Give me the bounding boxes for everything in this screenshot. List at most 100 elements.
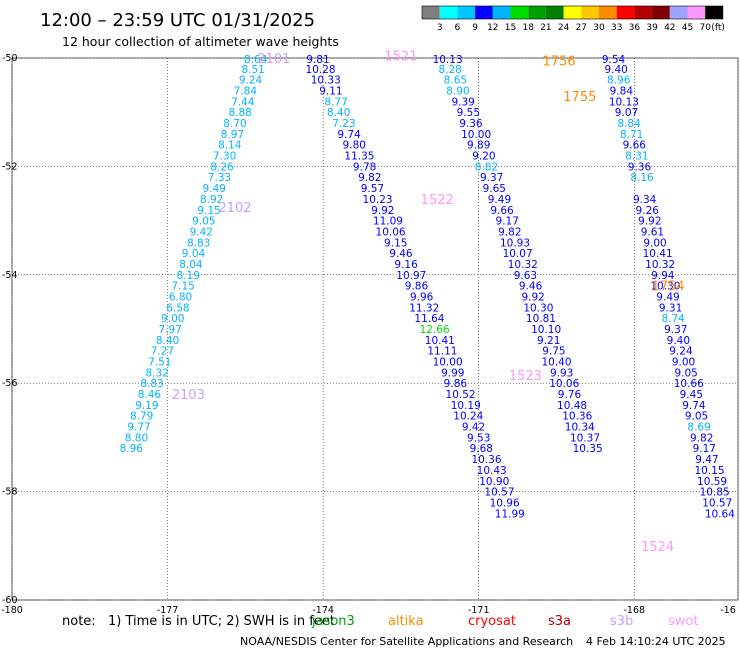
x-tick-label: -174 — [312, 605, 334, 616]
wave-height-point: 9.26 — [636, 205, 660, 217]
wave-height-point: 9.68 — [470, 443, 493, 455]
wave-height-point: 9.92 — [521, 291, 544, 303]
wave-height-point: 10.57 — [484, 487, 514, 499]
wave-height-point: 12.66 — [420, 324, 450, 336]
wave-height-point: 7.51 — [148, 357, 171, 369]
colorbar-swatch — [439, 6, 458, 19]
wave-height-point: 9.57 — [361, 183, 384, 195]
wave-height-point: 9.49 — [656, 291, 679, 303]
wave-height-point: 10.00 — [433, 357, 463, 369]
colorbar-swatch — [422, 6, 440, 19]
wave-height-point: 8.74 — [661, 313, 685, 325]
colorbar-swatch — [599, 6, 617, 19]
wave-height-point: 8.82 — [475, 161, 498, 173]
y-tick-label: -50 — [2, 53, 18, 64]
wave-height-point: 9.49 — [488, 194, 511, 206]
wave-height-point: 10.36 — [471, 454, 501, 466]
wave-height-point: 8.31 — [625, 151, 648, 163]
wave-height-point: 9.80 — [343, 140, 366, 152]
footnote: note: 1) Time is in UTC; 2) SWH is in fee… — [62, 614, 698, 629]
colorbar-label: 21 — [540, 23, 551, 33]
wave-height-point: 7.97 — [158, 324, 181, 336]
mission-legend-swot: swot — [668, 614, 698, 629]
wave-height-point: 9.92 — [371, 205, 394, 217]
wave-height-point: 9.40 — [604, 64, 627, 76]
wave-height-point: 9.05 — [685, 411, 708, 423]
wave-height-point: 8.92 — [200, 194, 223, 206]
wave-height-point: 8.90 — [446, 86, 469, 98]
colorbar-label: 9 — [472, 23, 478, 33]
colorbar-swatch — [528, 6, 546, 19]
wave-height-point: 9.05 — [192, 216, 215, 228]
wave-height-point: 9.19 — [135, 400, 158, 412]
colorbar: 3 6 9 12 15 18 21 24 27 30 33 36 39 42 45 70 (ft) — [421, 5, 725, 33]
plot-grid — [11, 57, 739, 601]
colorbar-swatch — [563, 6, 582, 19]
wave-height-point: 10.30 — [650, 281, 680, 293]
wave-height-point: 7.33 — [208, 172, 231, 184]
colorbar-swatch — [616, 6, 635, 19]
wave-height-point: 8.96 — [120, 443, 144, 455]
wave-height-point: 8.51 — [241, 64, 264, 76]
wave-height-point: 7.15 — [171, 281, 194, 293]
wave-height-point: 8.71 — [620, 129, 643, 141]
wave-height-point: 8.14 — [218, 140, 242, 152]
wave-height-point: 8.46 — [138, 389, 162, 401]
colorbar-frame — [421, 5, 724, 20]
wave-height-point: 10.15 — [694, 465, 724, 477]
colorbar-label: 70 — [699, 23, 711, 33]
wave-height-point: 8.26 — [210, 161, 234, 173]
pass-label: 2103 — [172, 388, 205, 403]
pass-label: 1521 — [384, 49, 417, 64]
wave-height-point: 9.05 — [674, 367, 697, 379]
wave-height-point: 9.17 — [496, 216, 519, 228]
wave-height-point: 9.37 — [664, 324, 687, 336]
colorbar-swatch — [581, 6, 599, 19]
wave-height-point: 10.32 — [508, 259, 538, 271]
wave-height-point: 8.79 — [130, 411, 153, 423]
wave-height-point: 9.36 — [459, 118, 483, 130]
colorbar-swatch — [475, 6, 493, 19]
wave-height-point: 9.94 — [651, 270, 675, 282]
wave-height-point: 8.70 — [223, 118, 246, 130]
wave-height-point: 10.06 — [376, 226, 406, 238]
note-prefix: note: — [62, 614, 96, 629]
wave-height-point: 9.36 — [628, 161, 652, 173]
wave-height-point: 8.64 — [244, 54, 268, 66]
mission-legend-altika: altika — [388, 614, 424, 629]
wave-height-point: 9.15 — [197, 205, 220, 217]
pass-label: 1522 — [421, 193, 454, 208]
y-tick-label: -52 — [2, 161, 18, 172]
wave-height-point: 10.57 — [702, 497, 732, 509]
wave-height-point: 8.16 — [630, 172, 654, 184]
wave-height-point: 7.30 — [213, 151, 236, 163]
wave-height-point: 9.75 — [542, 346, 565, 358]
wave-height-point: 9.92 — [638, 216, 661, 228]
wave-height-point: 9.00 — [672, 357, 695, 369]
x-tick-label: -177 — [157, 605, 179, 616]
axis-ticks: -180 -177 -174 -171 -168 -16 -50 -52 -54 -56 -58 -6… — [1, 53, 736, 616]
wave-height-point: 9.78 — [353, 161, 376, 173]
wave-height-point: 10.24 — [453, 411, 483, 423]
wave-height-point: 10.06 — [549, 378, 579, 390]
pass-labels: 2101 2102 2103 1521 1522 1523 1524 1756 1755 1754… — [172, 49, 685, 555]
colorbar-swatch — [634, 6, 653, 19]
wave-height-point: 7.84 — [234, 86, 258, 98]
colorbar-unit: (ft) — [711, 23, 725, 33]
wave-height-point: 9.89 — [467, 140, 490, 152]
wave-height-point: 6.80 — [169, 291, 192, 303]
pass-label: 1756 — [543, 55, 576, 70]
wave-height-point: 10.35 — [573, 443, 603, 455]
wave-height-point: 10.28 — [306, 64, 336, 76]
wave-height-point: 9.61 — [641, 226, 664, 238]
wave-height-point: 9.65 — [483, 183, 506, 195]
wave-height-point: 10.43 — [477, 465, 507, 477]
wave-height-point: 11.64 — [414, 313, 444, 325]
pass-label: 1755 — [563, 90, 596, 105]
wave-height-point: 9.15 — [384, 237, 407, 249]
wave-height-point: 9.31 — [659, 302, 682, 314]
wave-height-point: 9.16 — [394, 259, 418, 271]
wave-height-point: 8.77 — [324, 96, 347, 108]
wave-height-point: 10.93 — [500, 237, 530, 249]
colorbar-label: 36 — [629, 23, 641, 33]
